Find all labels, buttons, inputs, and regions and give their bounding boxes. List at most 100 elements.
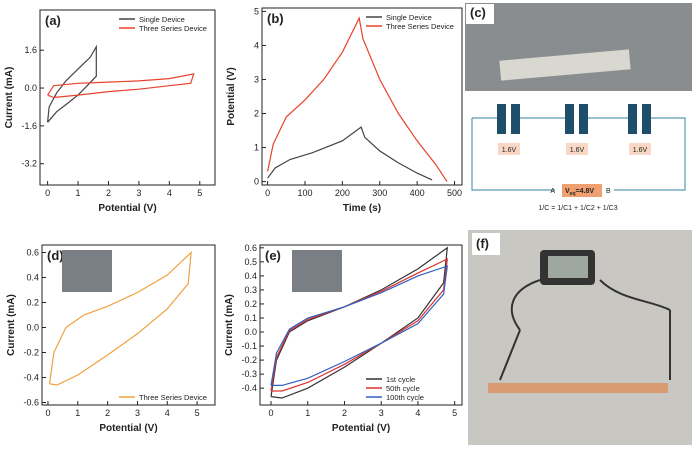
y-tick-label: -0.1 bbox=[241, 341, 257, 351]
y-tick-label: 0.1 bbox=[244, 313, 257, 323]
x-tick-label: 0 bbox=[45, 188, 50, 198]
y-tick-label: -0.6 bbox=[23, 398, 39, 408]
y-tick-label: -0.2 bbox=[241, 355, 257, 365]
x-tick-label: 400 bbox=[410, 188, 425, 198]
y-axis-label: Current (mA) bbox=[224, 294, 235, 356]
x-tick-label: 1 bbox=[76, 188, 81, 198]
x-axis-label: Potential (V) bbox=[332, 423, 390, 434]
x-tick-label: 5 bbox=[195, 408, 200, 418]
plot-frame bbox=[259, 244, 463, 406]
y-tick-label: -0.2 bbox=[23, 348, 39, 358]
x-tick-label: 500 bbox=[447, 188, 462, 198]
y-tick-label: 0.2 bbox=[244, 299, 257, 309]
y-tick-label: 0.6 bbox=[26, 248, 39, 258]
series-line bbox=[270, 265, 449, 386]
x-tick-label: 5 bbox=[197, 188, 202, 198]
x-tick-label: 0 bbox=[45, 408, 50, 418]
legend-label: 100th cycle bbox=[386, 393, 424, 402]
x-tick-label: 5 bbox=[452, 408, 457, 418]
veq-subscript: eq bbox=[570, 191, 576, 197]
panel-label: (d) bbox=[47, 248, 64, 263]
x-tick-label: 3 bbox=[136, 188, 141, 198]
legend-label: Three Series Device bbox=[386, 22, 454, 31]
y-tick-label: 0.0 bbox=[26, 323, 39, 333]
x-tick-label: 3 bbox=[135, 408, 140, 418]
y-tick-label: 1.6 bbox=[24, 45, 37, 55]
y-tick-label: 0.2 bbox=[26, 298, 39, 308]
y-tick-label: 2 bbox=[254, 109, 259, 119]
cell-voltage: 1.6V bbox=[502, 147, 517, 154]
x-tick-label: 2 bbox=[106, 188, 111, 198]
x-tick-label: 4 bbox=[167, 188, 172, 198]
y-tick-label: 0.0 bbox=[24, 83, 37, 93]
y-tick-label: -0.4 bbox=[23, 373, 39, 383]
plot-frame bbox=[261, 7, 463, 186]
panel-label-bg bbox=[472, 233, 500, 255]
inset-photo bbox=[292, 250, 342, 292]
y-tick-label: 3 bbox=[254, 74, 259, 84]
y-tick-label: 0.4 bbox=[244, 271, 257, 281]
x-tick-label: 0 bbox=[269, 408, 274, 418]
y-tick-label: 0.3 bbox=[244, 285, 257, 295]
x-tick-label: 300 bbox=[372, 188, 387, 198]
x-tick-label: 0 bbox=[265, 188, 270, 198]
veq-value: =4.8V bbox=[576, 188, 595, 195]
legend-label: 50th cycle bbox=[386, 384, 420, 393]
y-tick-label: -0.4 bbox=[241, 383, 257, 393]
y-tick-label: -0.3 bbox=[241, 369, 257, 379]
panel-label: (c) bbox=[470, 5, 486, 20]
series-line bbox=[47, 44, 97, 123]
plot-frame bbox=[39, 9, 216, 186]
y-tick-label: 0.0 bbox=[244, 327, 257, 337]
photo-meter-screen bbox=[548, 256, 588, 278]
panel-label: (e) bbox=[265, 248, 281, 263]
cell-voltage: 1.6V bbox=[570, 147, 585, 154]
x-tick-label: 4 bbox=[415, 408, 420, 418]
capacitor bbox=[497, 104, 651, 134]
terminal: A bbox=[550, 188, 555, 195]
y-tick-label: 0.5 bbox=[244, 257, 257, 267]
photo bbox=[465, 3, 692, 91]
series-line bbox=[270, 257, 449, 392]
charts: 0 1 2 3 4 5 1.6 0.0 -1.6 -3.2 Potential (V) Current… bbox=[4, 6, 463, 434]
y-tick-label: 4 bbox=[254, 40, 259, 50]
x-axis-label: Time (s) bbox=[343, 203, 381, 214]
photo-device bbox=[499, 49, 631, 81]
panel-label: (f) bbox=[476, 236, 489, 251]
series-line bbox=[47, 73, 195, 99]
y-tick-label: 0.6 bbox=[244, 243, 257, 253]
legend-label: Three Series Device bbox=[139, 24, 207, 33]
legend-label: Three Series Device bbox=[139, 393, 207, 402]
x-tick-label: 2 bbox=[105, 408, 110, 418]
cell-label-bg bbox=[498, 143, 651, 197]
legend-label: 1st cycle bbox=[386, 375, 415, 384]
series-line bbox=[270, 246, 449, 399]
x-tick-label: 200 bbox=[335, 188, 350, 198]
x-tick-label: 2 bbox=[342, 408, 347, 418]
x-axis-label: Potential (V) bbox=[98, 203, 156, 214]
photo-device bbox=[488, 383, 668, 393]
terminal: B bbox=[606, 188, 611, 195]
x-axis-label: Potential (V) bbox=[99, 423, 157, 434]
x-tick-label: 100 bbox=[297, 188, 312, 198]
panel-label: (b) bbox=[267, 11, 284, 26]
panel-label: (a) bbox=[45, 13, 61, 28]
series-line bbox=[267, 16, 448, 182]
y-tick-label: -1.6 bbox=[21, 121, 37, 131]
series-line bbox=[267, 126, 433, 181]
y-tick-label: 5 bbox=[254, 6, 259, 16]
panel-label-bg bbox=[466, 4, 494, 24]
veq-symbol: V bbox=[565, 188, 570, 195]
x-tick-label: 4 bbox=[165, 408, 170, 418]
y-axis-label: Current (mA) bbox=[6, 294, 17, 356]
inset-photo bbox=[62, 250, 112, 292]
legend-label: Single Device bbox=[386, 13, 432, 22]
equivalent-voltage: Veq=4.8V bbox=[565, 188, 594, 197]
y-axis-label: Potential (V) bbox=[226, 67, 237, 125]
x-tick-label: 1 bbox=[75, 408, 80, 418]
formula: 1/C = 1/C1 + 1/C2 + 1/C3 bbox=[538, 205, 617, 212]
x-tick-label: 3 bbox=[379, 408, 384, 418]
x-tick-label: 1 bbox=[305, 408, 310, 418]
y-axis-label: Current (mA) bbox=[4, 67, 15, 129]
